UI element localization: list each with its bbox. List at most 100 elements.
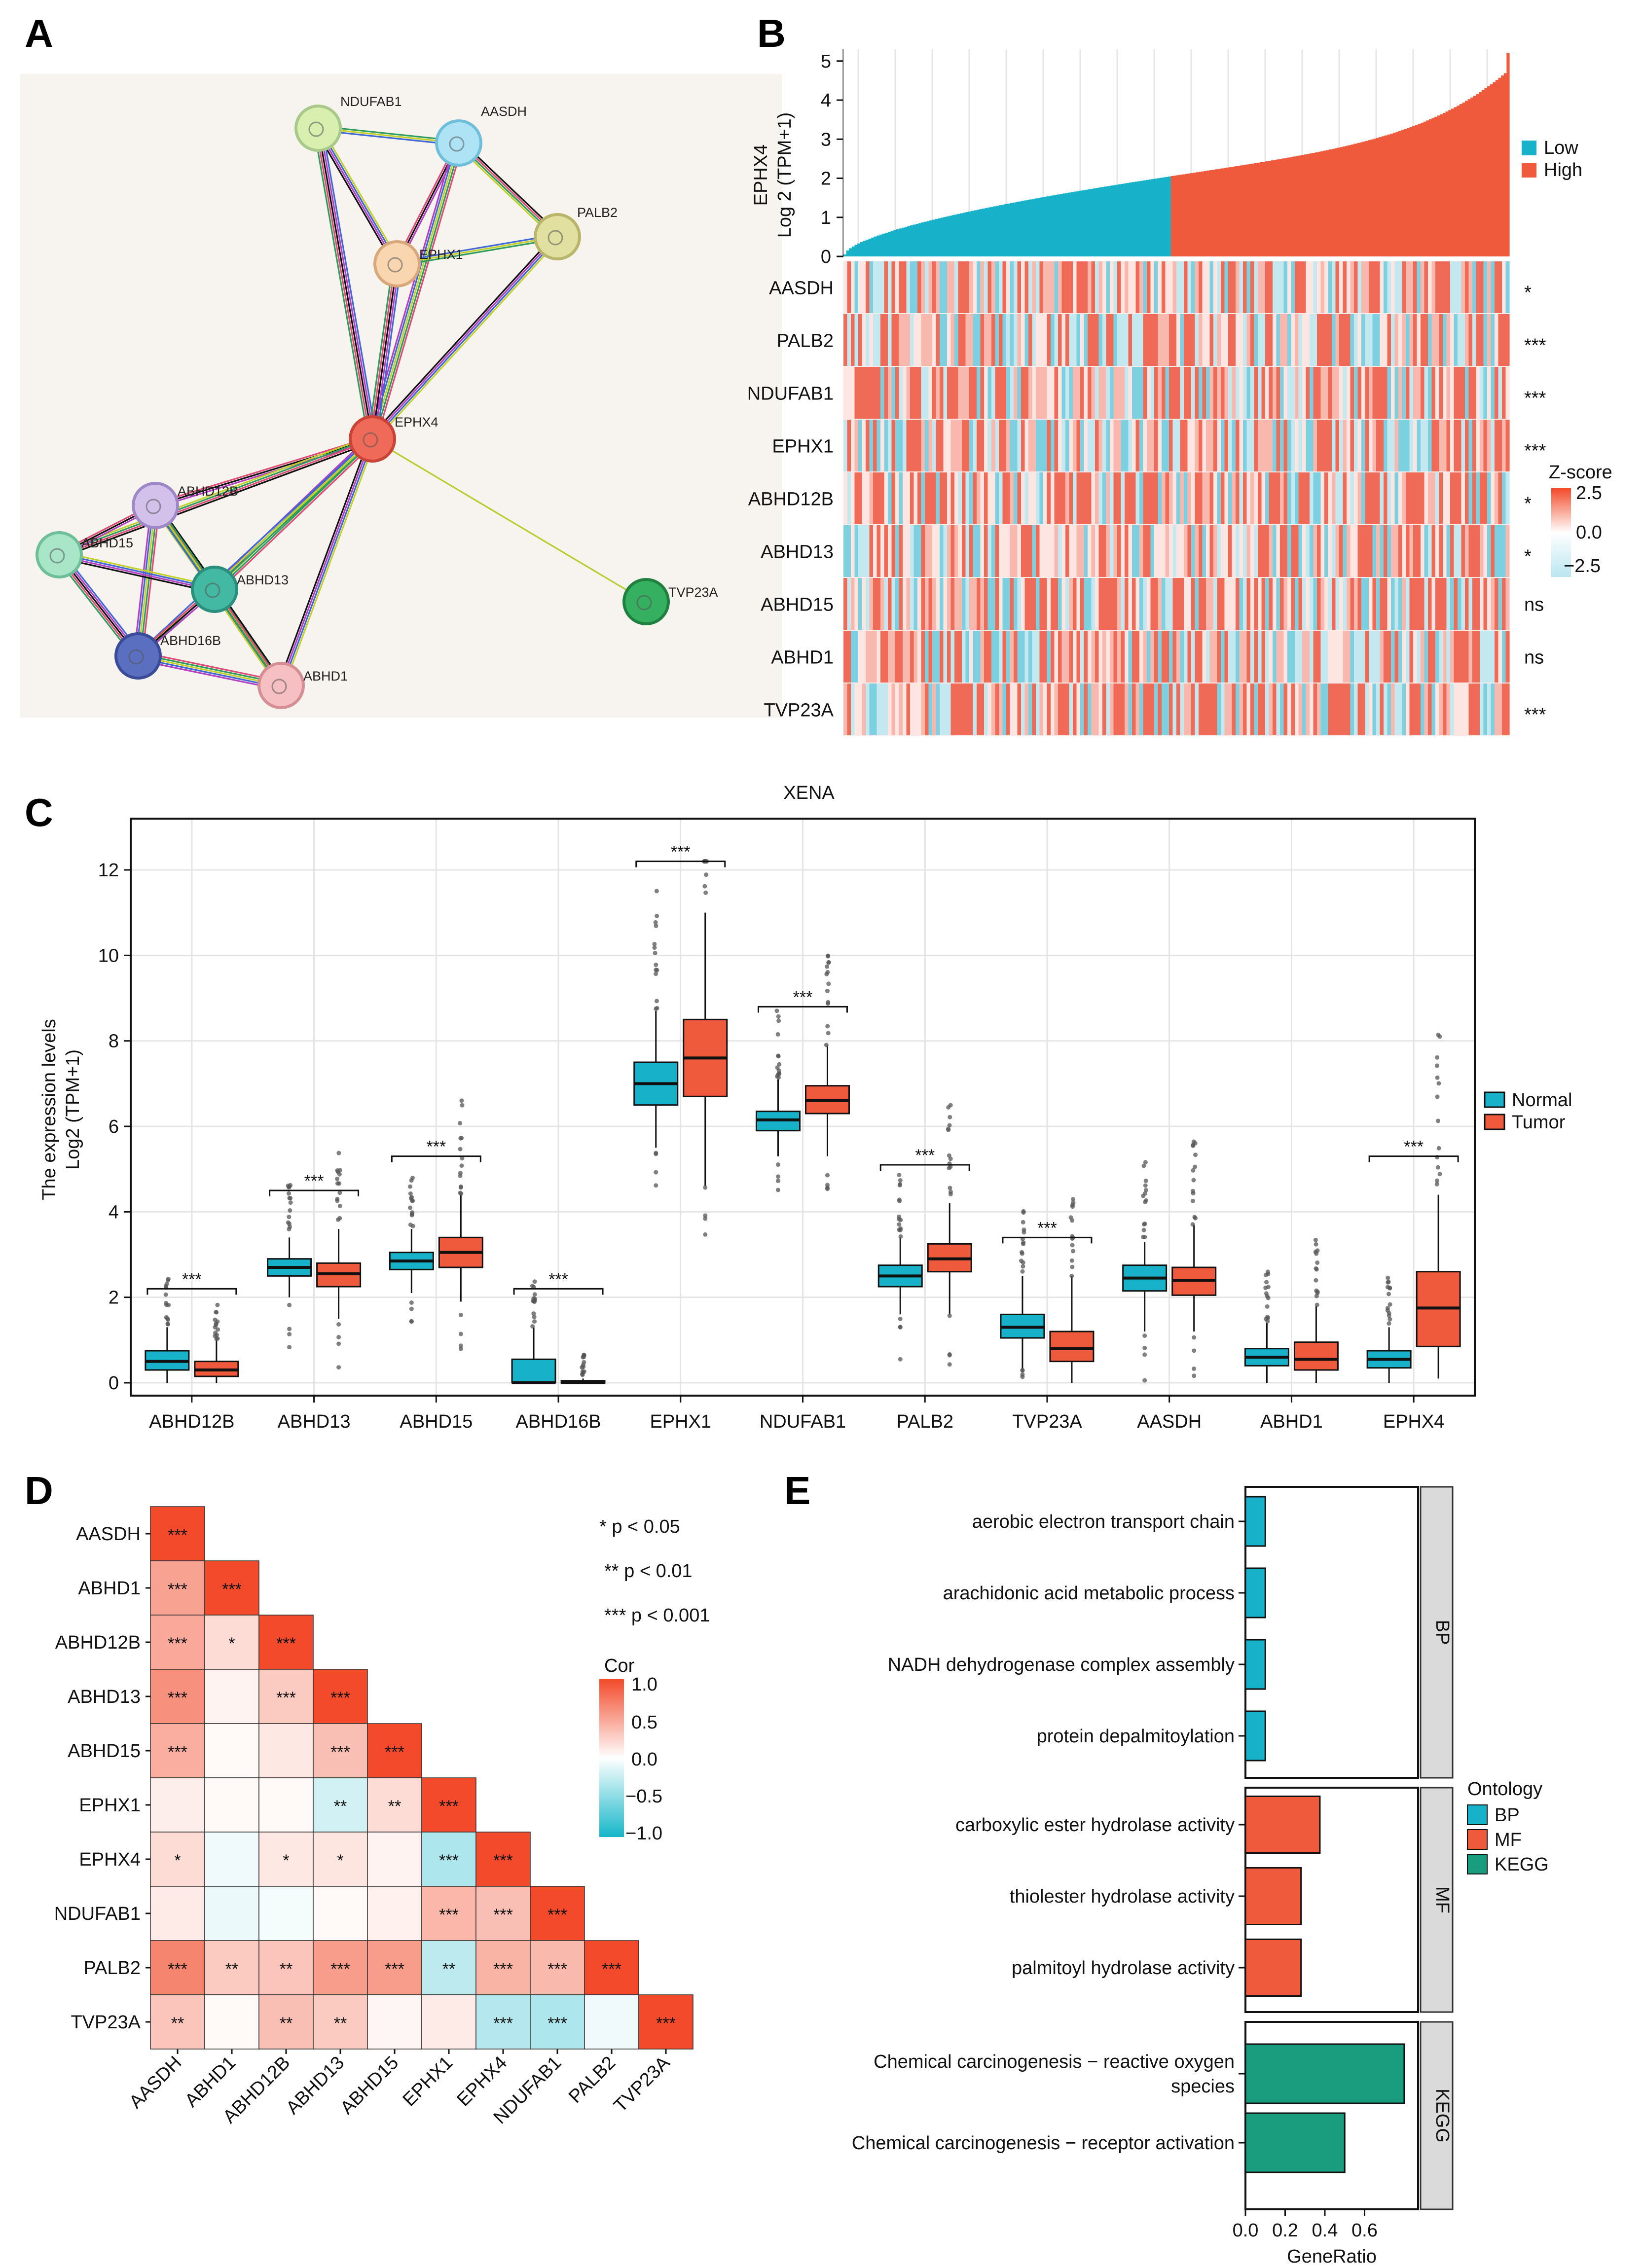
heatmap-cell xyxy=(1495,525,1499,577)
high-bar xyxy=(1373,139,1377,256)
heatmap-cell xyxy=(1213,420,1218,471)
heatmap-cell xyxy=(1335,631,1340,683)
high-bar xyxy=(1301,155,1305,256)
heatmap-cell xyxy=(1495,472,1499,524)
boxplot-ylabel: The expression levels Log2 (TPM+1) xyxy=(39,1019,83,1200)
tumor-outlier xyxy=(1190,1222,1195,1227)
heatmap-cell xyxy=(977,578,981,630)
normal-outlier xyxy=(776,1179,780,1184)
heatmap-cell xyxy=(1287,684,1292,735)
heatmap-cell xyxy=(1139,314,1144,366)
low-bar xyxy=(999,205,1002,256)
heatmap-cell xyxy=(1113,631,1118,683)
high-bar xyxy=(1248,164,1252,256)
correlation-cell xyxy=(475,1994,531,2050)
high-bar xyxy=(1434,116,1438,257)
heatmap-cell xyxy=(1280,631,1284,683)
tumor-outlier xyxy=(337,1181,342,1186)
heatmap-cell xyxy=(980,472,985,524)
heatmap-cell xyxy=(1221,684,1225,735)
correlation-cell xyxy=(204,1832,259,1887)
heatmap-cell xyxy=(1283,314,1288,366)
heatmap-cell xyxy=(1213,261,1218,313)
heatmap-cell xyxy=(1380,367,1384,419)
heatmap-cell xyxy=(950,525,955,577)
tumor-outlier xyxy=(825,1173,830,1178)
heatmap-cell xyxy=(1065,472,1070,524)
low-bar xyxy=(929,220,933,256)
heatmap-cell xyxy=(1110,631,1114,683)
heatmap-cell xyxy=(1428,367,1432,419)
normal-outlier xyxy=(1143,1188,1148,1192)
heatmap-cell xyxy=(1502,314,1506,366)
heatmap-cell xyxy=(1006,472,1011,524)
heatmap-cell xyxy=(1343,367,1347,419)
corr-row-label: ABHD15 xyxy=(68,1741,141,1762)
heatmap-cell xyxy=(1495,367,1499,419)
heatmap-cell xyxy=(969,631,974,683)
heatmap-cell xyxy=(1017,631,1022,683)
heatmap-cell xyxy=(1110,314,1114,366)
high-bar xyxy=(1467,99,1471,256)
heatmap-cell xyxy=(913,367,918,419)
heatmap-cell xyxy=(1172,314,1177,366)
heatmap-cell xyxy=(1287,631,1292,683)
ontology-legend: Ontology BP MF KEGG xyxy=(1467,1779,1549,1875)
heatmap-cell xyxy=(1135,261,1140,313)
high-bar xyxy=(1501,75,1504,256)
heatmap-cell xyxy=(903,472,907,524)
high-bar xyxy=(1259,162,1263,256)
heatmap-cell xyxy=(1343,525,1347,577)
heatmap-cell xyxy=(1139,631,1144,683)
heatmap-cell xyxy=(1135,472,1140,524)
heatmap-cell xyxy=(1184,420,1188,471)
heatmap-cell xyxy=(965,420,970,471)
heatmap-cell xyxy=(888,367,892,419)
heatmap-cell xyxy=(866,578,870,630)
low-bar xyxy=(874,236,877,256)
high-bar xyxy=(1212,170,1216,256)
heatmap-cell xyxy=(921,578,925,630)
heatmap-cell xyxy=(1465,367,1469,419)
normal-outlier xyxy=(1387,1292,1391,1296)
heatmap-cell xyxy=(1080,631,1085,683)
heatmap-cell xyxy=(1191,684,1196,735)
low-bar xyxy=(1160,178,1163,256)
heatmap-cell xyxy=(1502,420,1506,471)
barplot-ytick-label: 5 xyxy=(821,51,831,72)
heatmap-cell xyxy=(1347,261,1351,313)
correlation-stars: *** xyxy=(168,1689,187,1707)
heatmap-cell xyxy=(1176,472,1181,524)
heatmap-cell xyxy=(1162,472,1166,524)
heatmap-cell xyxy=(895,631,900,683)
heatmap-cell xyxy=(913,420,918,471)
heatmap-cell xyxy=(917,420,922,471)
bp-term-bar xyxy=(1244,1710,1266,1762)
heatmap-cell xyxy=(1384,420,1388,471)
heatmap-cell xyxy=(888,631,892,683)
heatmap-cell xyxy=(1254,525,1258,577)
heatmap-cell xyxy=(1021,261,1025,313)
heatmap-cell xyxy=(1310,420,1314,471)
normal-outlier xyxy=(654,923,658,928)
normal-outlier xyxy=(409,1306,414,1311)
row-significance: ns xyxy=(1524,595,1544,615)
tumor-outlier xyxy=(1434,1063,1439,1068)
heatmap-cell xyxy=(1110,420,1114,471)
heatmap-cell xyxy=(1113,367,1118,419)
heatmap-cell xyxy=(858,261,863,313)
heatmap-cell xyxy=(947,525,951,577)
heatmap-cell xyxy=(1187,472,1192,524)
low-bar xyxy=(910,225,913,256)
tumor-outlier xyxy=(1437,1034,1442,1039)
tumor-outlier xyxy=(948,1156,953,1161)
heatmap-cell xyxy=(1498,472,1502,524)
zscore-tick-mid: 0.0 xyxy=(1576,522,1602,543)
heatmap-cell xyxy=(1184,367,1188,419)
heatmap-cell xyxy=(943,472,948,524)
normal-outlier xyxy=(898,1325,903,1330)
heatmap-cell xyxy=(987,314,992,366)
heatmap-cell xyxy=(854,367,859,419)
high-bar xyxy=(1379,137,1382,256)
heatmap-cell xyxy=(1172,684,1177,735)
